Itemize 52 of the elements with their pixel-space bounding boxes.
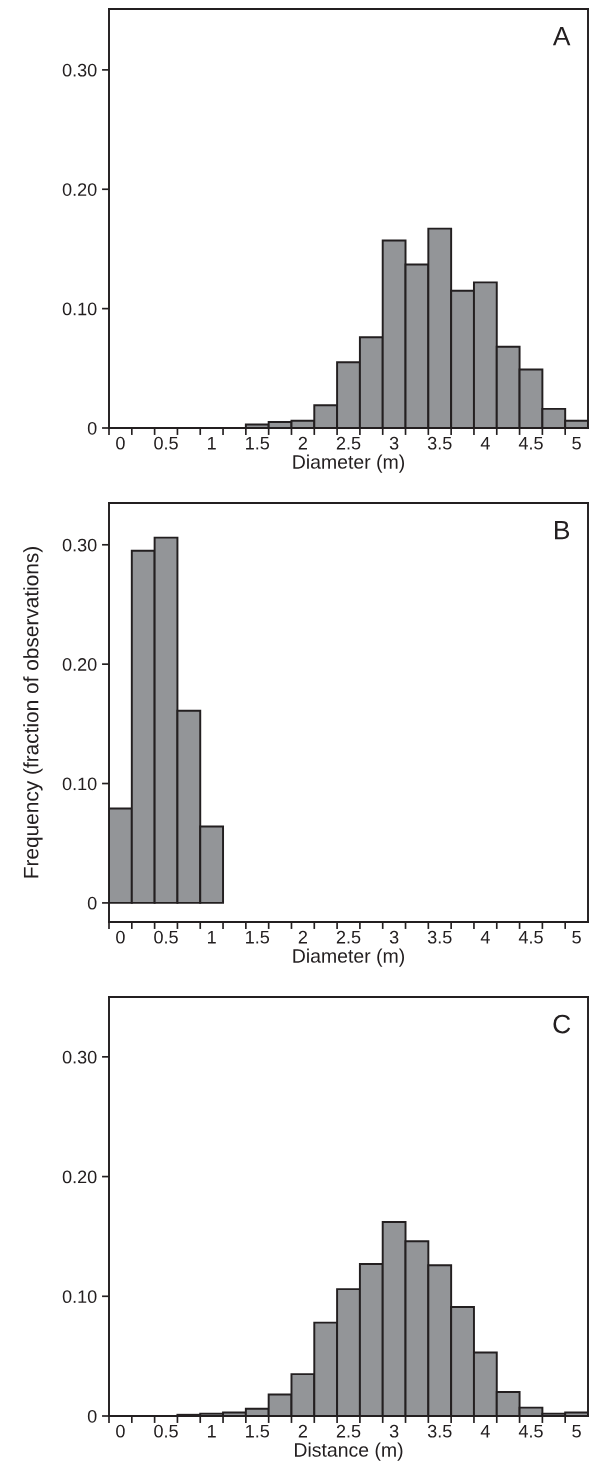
annotation: A xyxy=(552,27,571,46)
x-tick-label: 1 xyxy=(208,931,216,944)
x-tick-label: 1.5 xyxy=(246,1425,270,1438)
x-axis-title: Diameter (m) xyxy=(293,948,405,967)
x-tick-label: 3.5 xyxy=(427,1424,452,1438)
x-tick-label: 3 xyxy=(389,1424,399,1438)
y-tick-label: 0 xyxy=(87,896,97,910)
y-tick-label: 0 xyxy=(87,1409,97,1423)
x-tick-label: 2 xyxy=(298,1424,307,1438)
y-tick-label: 0.20 xyxy=(62,183,97,196)
x-tick-label: 1.5 xyxy=(246,437,270,450)
x-axis-title: Distance (m) xyxy=(295,1442,403,1461)
x-tick-label: 3 xyxy=(389,930,399,944)
x-tick-label: 5 xyxy=(572,437,581,450)
x-tick-label: 4 xyxy=(480,1425,490,1438)
x-tick-label: 4.5 xyxy=(518,931,543,944)
x-axis-title: Diameter (m) xyxy=(293,454,405,473)
x-tick-label: 5 xyxy=(572,931,581,944)
x-tick-label: 2.5 xyxy=(336,1424,361,1438)
y-tick-label: 0.10 xyxy=(62,777,97,791)
y-tick-label: 0.10 xyxy=(62,1290,97,1304)
y-tick-label: 0.20 xyxy=(62,1170,97,1184)
y-tick-label: 0.30 xyxy=(62,1050,97,1064)
x-tick-label: 2.5 xyxy=(336,930,361,944)
x-tick-label: 3.5 xyxy=(427,436,452,450)
x-tick-label: 0 xyxy=(116,930,125,944)
x-tick-label: 2.5 xyxy=(336,436,361,450)
x-tick-label: 0 xyxy=(116,436,125,450)
x-tick-label: 3 xyxy=(389,436,399,450)
x-tick-label: 5 xyxy=(572,1425,581,1438)
y-tick-label: 0.20 xyxy=(62,658,97,671)
x-tick-label: 0.5 xyxy=(154,930,178,944)
annotation: C xyxy=(553,1014,571,1034)
y-tick-label: 0.30 xyxy=(62,63,97,77)
x-tick-label: 2 xyxy=(298,436,307,450)
y-axis-title: Frequency (fraction of observations) xyxy=(23,547,43,878)
x-tick-label: 4 xyxy=(480,437,490,450)
y-tick-label: 0 xyxy=(87,421,97,435)
y-tick-label: 0.30 xyxy=(62,538,97,552)
x-tick-label: 0.5 xyxy=(154,1424,178,1438)
x-tick-label: 2 xyxy=(298,930,307,944)
x-tick-label: 0 xyxy=(116,1424,125,1438)
x-tick-label: 4.5 xyxy=(518,1425,543,1438)
x-tick-label: 3.5 xyxy=(427,930,452,944)
y-tick-label: 0.10 xyxy=(62,302,97,316)
x-tick-label: 1.5 xyxy=(246,931,270,944)
x-tick-label: 1 xyxy=(208,437,216,450)
x-tick-label: 1 xyxy=(208,1425,216,1438)
x-tick-label: 4 xyxy=(480,931,490,944)
annotation: B xyxy=(555,521,570,540)
x-tick-label: 4.5 xyxy=(518,437,543,450)
x-tick-label: 0.5 xyxy=(154,436,178,450)
